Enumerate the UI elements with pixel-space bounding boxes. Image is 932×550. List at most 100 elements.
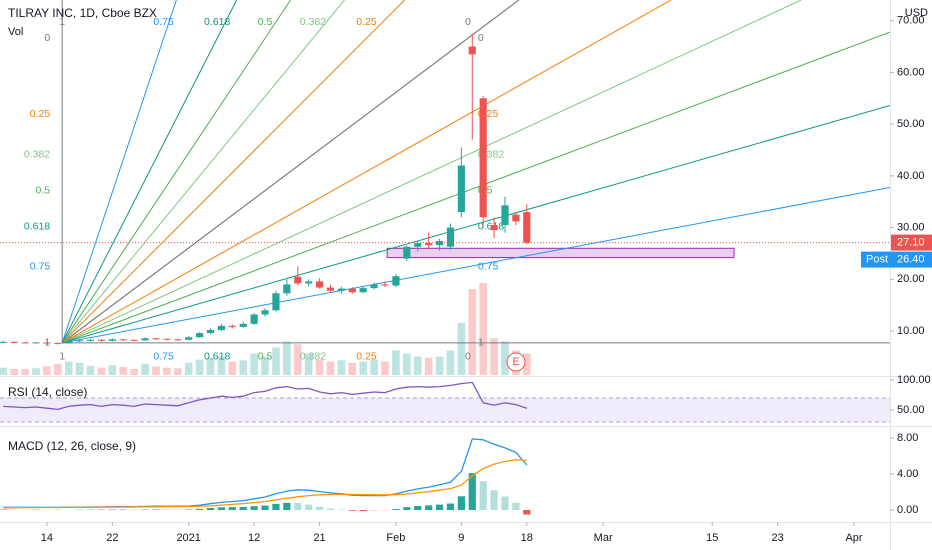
fan-level-label: 0.75 [153, 351, 174, 363]
volume-bar [250, 353, 258, 375]
candle-body [512, 214, 520, 222]
volume-bar [490, 338, 498, 375]
price-pane: 00000.250.250.250.250.3820.3820.3820.382… [0, 0, 890, 375]
candle-body [32, 342, 40, 344]
candle-body [54, 342, 62, 344]
fan-line [61, 0, 177, 344]
x-tick-label: 12 [248, 532, 260, 544]
post-price-label: 26.40 [897, 253, 925, 265]
volume-bar [457, 322, 466, 375]
histogram-bar [283, 502, 291, 511]
candle-body [206, 330, 215, 334]
histogram-bar [468, 473, 476, 511]
candle-body [195, 333, 204, 338]
volume-bar [119, 367, 128, 375]
volume-bar [435, 356, 444, 375]
rsi-title: RSI (14, close) [8, 385, 87, 399]
x-tick-label: Feb [386, 532, 405, 544]
fan-level-label: 0 [44, 32, 50, 44]
histogram-bar [370, 510, 378, 511]
volume-bar [239, 360, 248, 375]
volume-bar [403, 353, 411, 375]
volume-bar [206, 357, 215, 375]
histogram-bar [425, 505, 433, 511]
fan-line [61, 0, 520, 344]
x-tick-label: 23 [772, 532, 784, 544]
candle-body [479, 98, 487, 218]
histogram-bar [261, 505, 269, 511]
fan-level-label: 0 [465, 16, 471, 28]
volume-bar [348, 362, 357, 375]
rectangle-drawing [386, 247, 735, 259]
candle-body [261, 310, 269, 315]
fan-line [61, 0, 802, 344]
fan-level-label: 0.618 [24, 220, 50, 232]
candle-body [163, 338, 171, 340]
volume-bar [32, 368, 40, 375]
candle-body [523, 212, 531, 243]
chart-title: TILRAY INC, 1D, Cboe BZX [8, 6, 157, 20]
y-tick-label: 10.00 [897, 325, 925, 337]
histogram-bar [479, 481, 487, 511]
macd-title: MACD (12, 26, close, 9) [8, 439, 136, 453]
candle-body [468, 46, 476, 55]
volume-bar [424, 357, 433, 375]
fan-level-label: 0 [465, 351, 471, 363]
volume-bar [195, 359, 204, 375]
candle-body [359, 288, 367, 293]
histogram-bar [217, 507, 226, 511]
volume-bar [152, 366, 160, 375]
volume-bar [163, 367, 171, 375]
macd-pane [0, 438, 531, 515]
candle-body [435, 241, 444, 246]
fan-level-label: 0 [478, 32, 484, 44]
candle-body [174, 339, 182, 341]
y-tick-label: 4.00 [897, 468, 918, 480]
histogram-bar [195, 508, 204, 511]
volume-bar [370, 359, 378, 375]
volume-bar [315, 359, 324, 375]
candle-body [414, 243, 422, 247]
rsi-band [0, 398, 890, 422]
currency-label: USD [905, 7, 928, 19]
candle-body [185, 337, 193, 340]
earnings-marker[interactable] [506, 352, 526, 372]
volume-bar [108, 365, 117, 375]
earnings-label[interactable]: E [512, 356, 519, 368]
y-tick-label: 50.00 [897, 404, 925, 416]
x-tick-label: 9 [458, 532, 464, 544]
volume-bar [468, 289, 477, 375]
histogram-bar [228, 507, 236, 511]
x-tick-label: 18 [521, 532, 533, 544]
candle-body [21, 342, 29, 344]
macd-line [3, 458, 527, 509]
fan-level-label: 1 [478, 337, 484, 349]
x-tick-label: Mar [594, 532, 613, 544]
candle-body [86, 339, 95, 341]
candle-body [97, 339, 106, 341]
volume-bar [64, 361, 73, 375]
x-tick-label: 21 [313, 532, 325, 544]
candle-body [272, 293, 280, 311]
candle-body [326, 287, 335, 291]
y-tick-label: 70.00 [897, 15, 925, 27]
last-price-label: 27.10 [897, 236, 925, 248]
y-tick-label: 40.00 [897, 170, 925, 182]
histogram-bar [294, 503, 302, 511]
candle-body [305, 281, 313, 284]
histogram-bar [152, 509, 160, 511]
histogram-bar [337, 509, 345, 511]
volume-bar [337, 360, 346, 375]
volume-bar [522, 353, 531, 375]
candle-body [0, 341, 7, 343]
fan-line [61, 0, 238, 344]
fan-level-label: 0.75 [153, 16, 174, 28]
volume-bar [413, 356, 422, 375]
candle-body [403, 246, 411, 259]
candle-body [10, 341, 18, 343]
candle-body [392, 276, 400, 286]
fan-level-label: 0.382 [300, 351, 326, 363]
last-price-box [891, 234, 932, 251]
histogram-bar [381, 510, 389, 511]
candle-body [152, 338, 160, 340]
